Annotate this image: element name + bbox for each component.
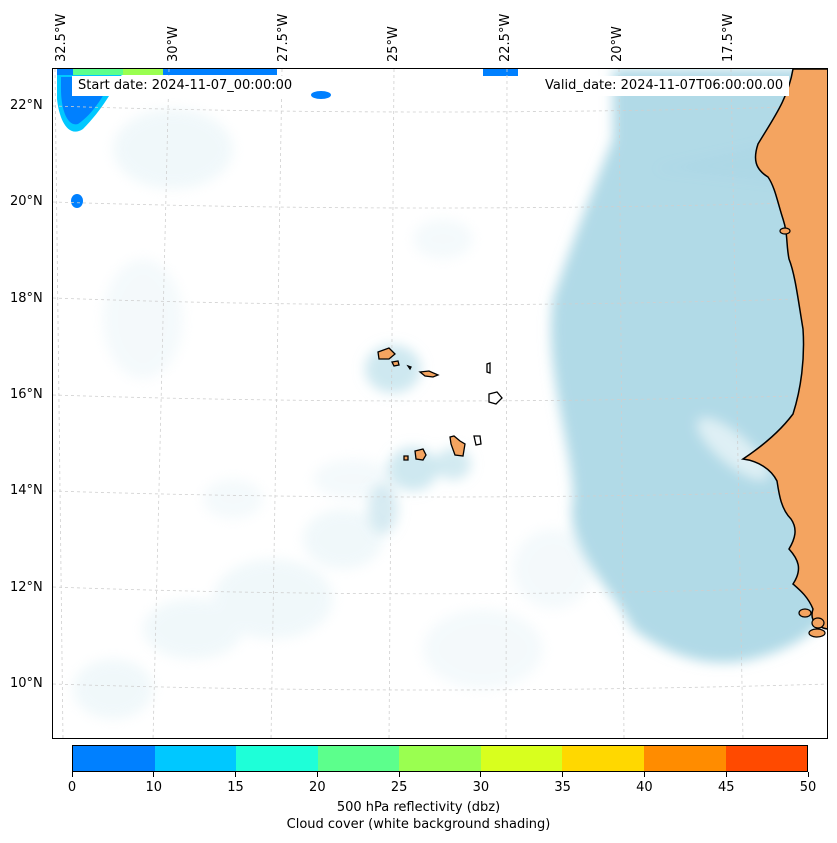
lon-label-22-5w: 22.5°W <box>498 13 513 62</box>
colorbar-tick-label: 20 <box>309 780 326 795</box>
colorbar-segment <box>562 746 644 771</box>
colorbar-tick <box>153 772 155 777</box>
colorbar-segment <box>154 746 237 771</box>
colorbar-tick <box>480 772 482 777</box>
map-area <box>52 68 828 739</box>
colorbar-tick-label: 15 <box>227 780 244 795</box>
lon-label-25w: 25°W <box>386 26 401 62</box>
colorbar-segment <box>73 746 155 771</box>
colorbar-segment <box>317 746 400 771</box>
colorbar-tick-label: 40 <box>636 780 653 795</box>
colorbar <box>72 745 808 772</box>
colorbar-segment <box>643 746 726 771</box>
lat-label-20n: 20°N <box>10 194 43 209</box>
colorbar-segment <box>236 746 318 771</box>
lon-label-30w: 30°W <box>166 26 181 62</box>
cloud-mass <box>365 69 827 663</box>
colorbar-tick <box>643 772 645 777</box>
lon-label-32-5w: 32.5°W <box>54 13 69 62</box>
graticule <box>53 69 827 738</box>
colorbar-tick <box>398 772 400 777</box>
lon-label-20w: 20°W <box>610 26 625 62</box>
colorbar-sublabel: Cloud cover (white background shading) <box>286 817 551 832</box>
cape-verde-islands <box>377 347 503 461</box>
colorbar-tick-label: 35 <box>554 780 571 795</box>
colorbar-tick-label: 25 <box>390 780 408 795</box>
colorbar-segment <box>399 746 481 771</box>
valid-date-label: Valid_date: 2024-11-07T06:00:00.00 <box>539 76 790 96</box>
colorbar-tick <box>807 772 809 777</box>
lat-label-14n: 14°N <box>10 483 43 498</box>
african-coastline <box>740 69 827 630</box>
lat-label-16n: 16°N <box>10 387 43 402</box>
colorbar-segment <box>480 746 563 771</box>
faint-cloud-layer <box>73 109 593 719</box>
colorbar-tick-label: 50 <box>799 780 817 795</box>
colorbar-tick <box>71 772 73 777</box>
start-date-label: Start date: 2024-11-07_00:00:00 <box>72 76 299 96</box>
small-coastal-islands <box>779 227 826 638</box>
lat-label-18n: 18°N <box>10 291 43 306</box>
lon-label-17-5w: 17.5°W <box>721 13 736 62</box>
map-canvas <box>53 69 827 738</box>
colorbar-tick <box>725 772 727 777</box>
lat-label-12n: 12°N <box>10 580 43 595</box>
colorbar-tick <box>316 772 318 777</box>
lon-label-27-5w: 27.5°W <box>276 13 291 62</box>
colorbar-tick-label: 30 <box>472 780 490 795</box>
colorbar-label: 500 hPa reflectivity (dbz) <box>336 800 501 815</box>
lat-label-10n: 10°N <box>10 676 43 691</box>
colorbar-tick-label: 45 <box>717 780 735 795</box>
lat-label-22n: 22°N <box>10 98 43 113</box>
colorbar-segment <box>725 746 808 771</box>
colorbar-tick-label: 10 <box>145 780 163 795</box>
colorbar-tick <box>235 772 237 777</box>
colorbar-tick <box>562 772 564 777</box>
colorbar-tick-label: 0 <box>67 780 77 795</box>
